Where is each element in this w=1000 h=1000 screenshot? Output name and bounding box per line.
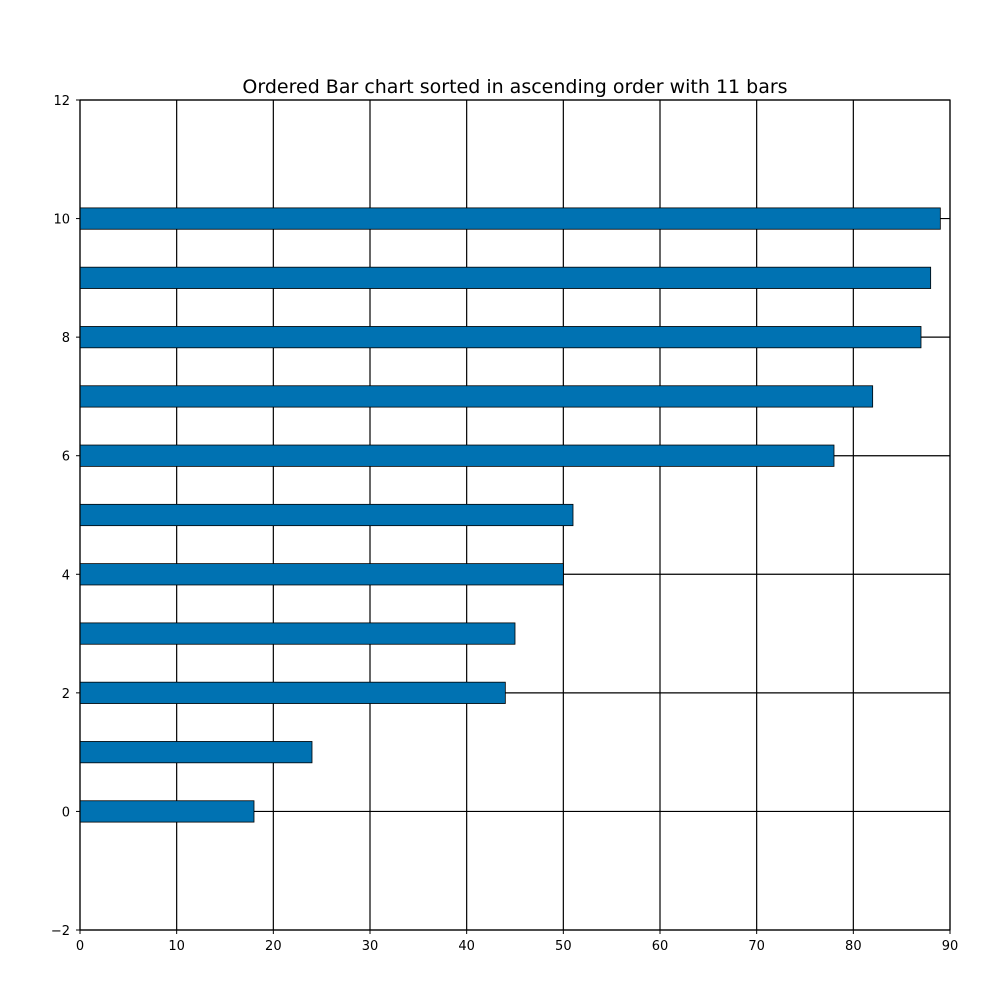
bar (79, 563, 564, 586)
y-axis-ticks: −2 0 2 4 6 8 10 12 (51, 94, 80, 939)
bars (79, 207, 941, 823)
x-tick-label: 90 (942, 939, 959, 954)
x-tick-label: 20 (265, 939, 282, 954)
bar (79, 741, 313, 764)
x-axis-ticks: 0 10 20 30 40 50 60 70 80 90 (76, 930, 958, 954)
chart-title: Ordered Bar chart sorted in ascending or… (242, 76, 787, 98)
x-tick-label: 30 (362, 939, 379, 954)
bar (79, 326, 922, 349)
x-tick-label: 0 (76, 939, 84, 954)
x-tick-label: 10 (168, 939, 185, 954)
y-tick-label: 6 (62, 450, 70, 465)
bar (79, 444, 835, 467)
bar (79, 207, 941, 230)
x-tick-label: 40 (458, 939, 475, 954)
bar (79, 622, 516, 645)
x-tick-label: 60 (652, 939, 669, 954)
x-tick-label: 80 (845, 939, 862, 954)
bar (79, 385, 874, 408)
y-tick-label: −2 (51, 924, 70, 939)
bar (79, 800, 255, 823)
x-tick-label: 50 (555, 939, 572, 954)
y-tick-label: 10 (53, 213, 70, 228)
y-tick-label: 8 (62, 331, 70, 346)
y-tick-label: 0 (62, 805, 70, 820)
y-tick-label: 4 (62, 568, 70, 583)
plot-frame (79, 99, 951, 931)
bar (79, 681, 506, 704)
y-tick-label: 12 (53, 94, 70, 109)
y-tick-label: 2 (62, 687, 70, 702)
x-tick-label: 70 (748, 939, 765, 954)
bar (79, 266, 932, 289)
bar (79, 503, 574, 527)
